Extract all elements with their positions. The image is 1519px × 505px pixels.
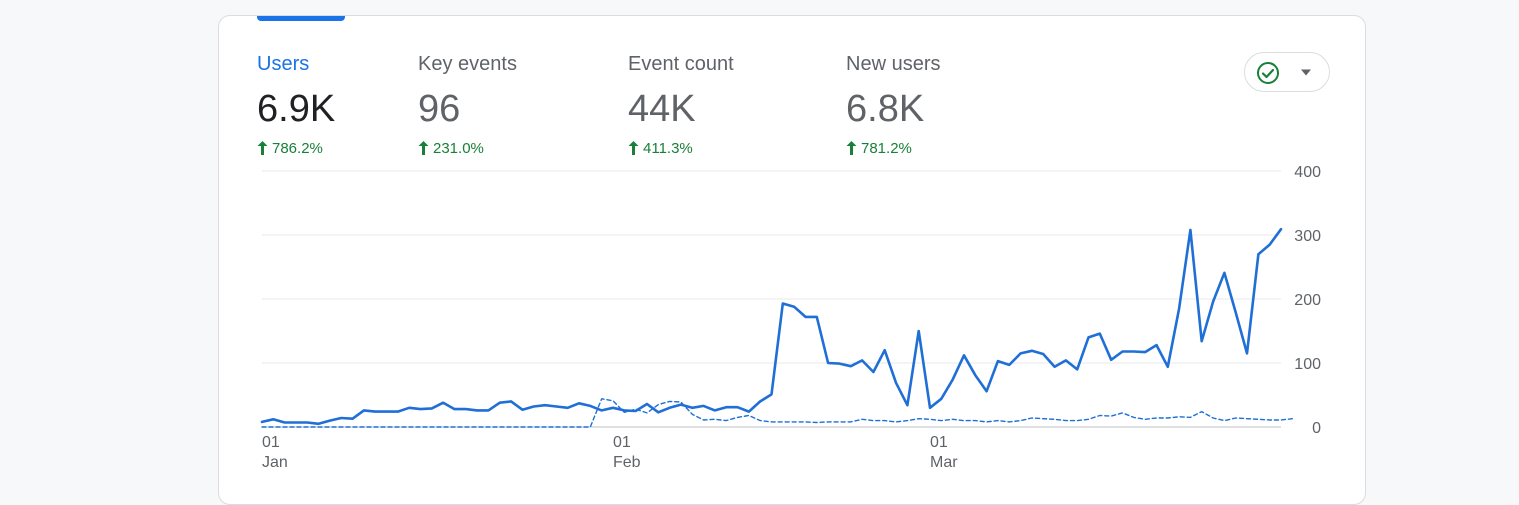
line-chart: 0 100 200 300 400 01 Jan 01 Feb 01 Mar (260, 164, 1321, 471)
metric-change-value: 781.2% (861, 140, 912, 157)
metric-label: New users (846, 53, 941, 75)
arrow-up-icon (846, 141, 857, 155)
caret-down-icon (1301, 69, 1311, 76)
comparison-series-line (261, 398, 1293, 428)
metric-label: Users (257, 53, 310, 75)
y-tick-label: 300 (1294, 228, 1321, 245)
metric-change: 411.3% (628, 140, 734, 158)
x-tick-month: Feb (613, 454, 641, 471)
metric-value: 6.9K (257, 88, 336, 130)
chart-series (260, 227, 1293, 428)
x-axis-ticks: 01 Jan 01 Feb 01 Mar (262, 434, 958, 471)
x-tick-month: Jan (262, 454, 288, 471)
x-tick-day: 01 (613, 434, 631, 451)
users-series-line (260, 227, 1283, 426)
y-tick-label: 100 (1294, 356, 1321, 373)
metric-change: 231.0% (418, 140, 517, 158)
comparison-dropdown-button[interactable] (1244, 52, 1330, 92)
check-circle-icon (1257, 62, 1279, 84)
metric-label: Key events (418, 53, 517, 75)
report-card: Users 6.9K 786.2% Key events 96 231.0% E… (218, 15, 1366, 505)
metric-change-value: 231.0% (433, 140, 484, 157)
metric-change-value: 411.3% (643, 140, 693, 157)
metric-value: 96 (418, 88, 461, 130)
metric-tab-key-events[interactable]: Key events 96 231.0% (418, 52, 517, 158)
metric-change: 781.2% (846, 140, 940, 158)
metric-tab-new-users[interactable]: New users 6.8K 781.2% (846, 52, 940, 158)
metric-tab-event-count[interactable]: Event count 44K 411.3% (628, 52, 734, 158)
metric-change-value: 786.2% (272, 140, 323, 157)
metric-value: 44K (628, 88, 696, 130)
arrow-up-icon (418, 141, 429, 155)
y-tick-label: 200 (1294, 292, 1321, 309)
y-tick-label: 0 (1312, 420, 1321, 437)
arrow-up-icon (628, 141, 639, 155)
arrow-up-icon (257, 141, 268, 155)
metric-change: 786.2% (257, 140, 335, 158)
metric-tab-users[interactable]: Users 6.9K 786.2% (257, 52, 335, 158)
metric-label: Event count (628, 53, 734, 75)
x-tick-day: 01 (262, 434, 280, 451)
y-tick-label: 400 (1294, 164, 1321, 181)
x-tick-day: 01 (930, 434, 948, 451)
active-tab-indicator (257, 16, 345, 21)
x-tick-month: Mar (930, 454, 958, 471)
y-axis-ticks: 0 100 200 300 400 (1294, 164, 1321, 437)
metric-value: 6.8K (846, 88, 925, 130)
